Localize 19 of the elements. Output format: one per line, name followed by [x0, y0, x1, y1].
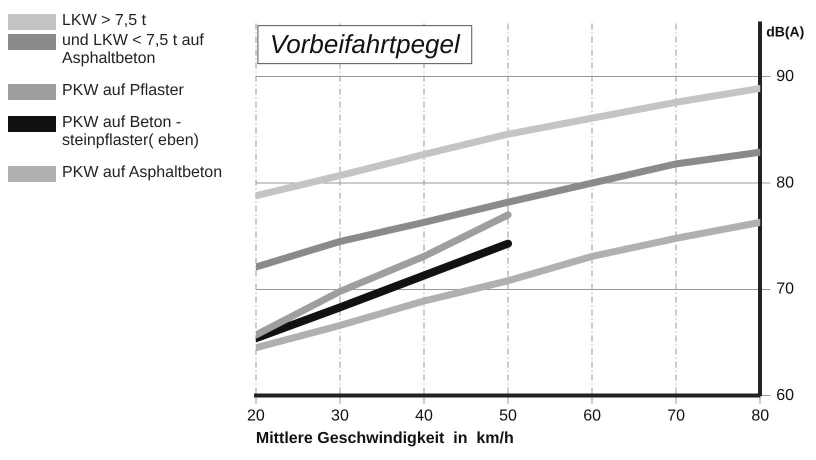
- x-tick-label: 70: [667, 408, 686, 425]
- y-axis-title: dB(A): [766, 23, 804, 40]
- x-tick-label: 40: [415, 408, 433, 425]
- y-tick-label: 90: [776, 68, 794, 86]
- legend-label: und LKW < 7,5 t auf Asphaltbeton: [62, 32, 205, 68]
- legend-label: PKW auf Asphaltbeton: [62, 164, 224, 182]
- x-tick-label: 60: [583, 408, 602, 425]
- x-tick-label: 30: [331, 408, 349, 425]
- legend-label: LKW > 7,5 t: [62, 12, 148, 30]
- legend-label: PKW auf Beton - steinpflaster( eben): [62, 114, 200, 150]
- y-tick-label: 80: [776, 174, 794, 192]
- x-tick-label: 20: [247, 408, 265, 425]
- x-tick-label: 80: [751, 408, 770, 425]
- chart-title: Vorbeifahrtpegel: [270, 28, 461, 59]
- x-axis-title: Mittlere Geschwindigkeit in km/h: [256, 430, 514, 447]
- y-tick-label: 70: [776, 280, 794, 298]
- x-tick-label: 50: [499, 408, 518, 425]
- y-tick-label: 60: [776, 387, 794, 404]
- legend-label: PKW auf Pflaster: [62, 82, 185, 100]
